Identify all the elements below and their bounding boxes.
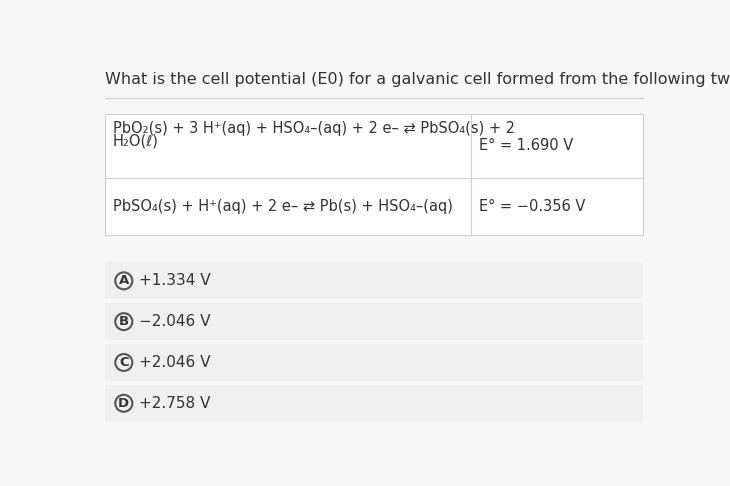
Text: −2.046 V: −2.046 V <box>139 314 210 329</box>
Text: B: B <box>119 315 129 328</box>
Text: D: D <box>118 397 129 410</box>
FancyBboxPatch shape <box>105 262 643 299</box>
Text: C: C <box>119 356 128 369</box>
FancyBboxPatch shape <box>105 114 643 235</box>
Text: PbO₂(s) + 3 H⁺(aq) + HSO₄–(aq) + 2 e– ⇄ PbSO₄(s) + 2: PbO₂(s) + 3 H⁺(aq) + HSO₄–(aq) + 2 e– ⇄ … <box>113 122 515 137</box>
Text: A: A <box>119 275 129 287</box>
FancyBboxPatch shape <box>105 385 643 422</box>
Text: +1.334 V: +1.334 V <box>139 273 210 288</box>
Text: E° = −0.356 V: E° = −0.356 V <box>479 199 585 214</box>
FancyBboxPatch shape <box>105 344 643 381</box>
Text: +2.758 V: +2.758 V <box>139 396 210 411</box>
FancyBboxPatch shape <box>105 303 643 340</box>
Text: E° = 1.690 V: E° = 1.690 V <box>479 138 573 153</box>
Text: H₂O(ℓ): H₂O(ℓ) <box>113 134 159 149</box>
Text: What is the cell potential (E0) for a galvanic cell formed from the following tw: What is the cell potential (E0) for a ga… <box>105 72 730 87</box>
Text: PbSO₄(s) + H⁺(aq) + 2 e– ⇄ Pb(s) + HSO₄–(aq): PbSO₄(s) + H⁺(aq) + 2 e– ⇄ Pb(s) + HSO₄–… <box>113 199 453 214</box>
Text: +2.046 V: +2.046 V <box>139 355 210 370</box>
